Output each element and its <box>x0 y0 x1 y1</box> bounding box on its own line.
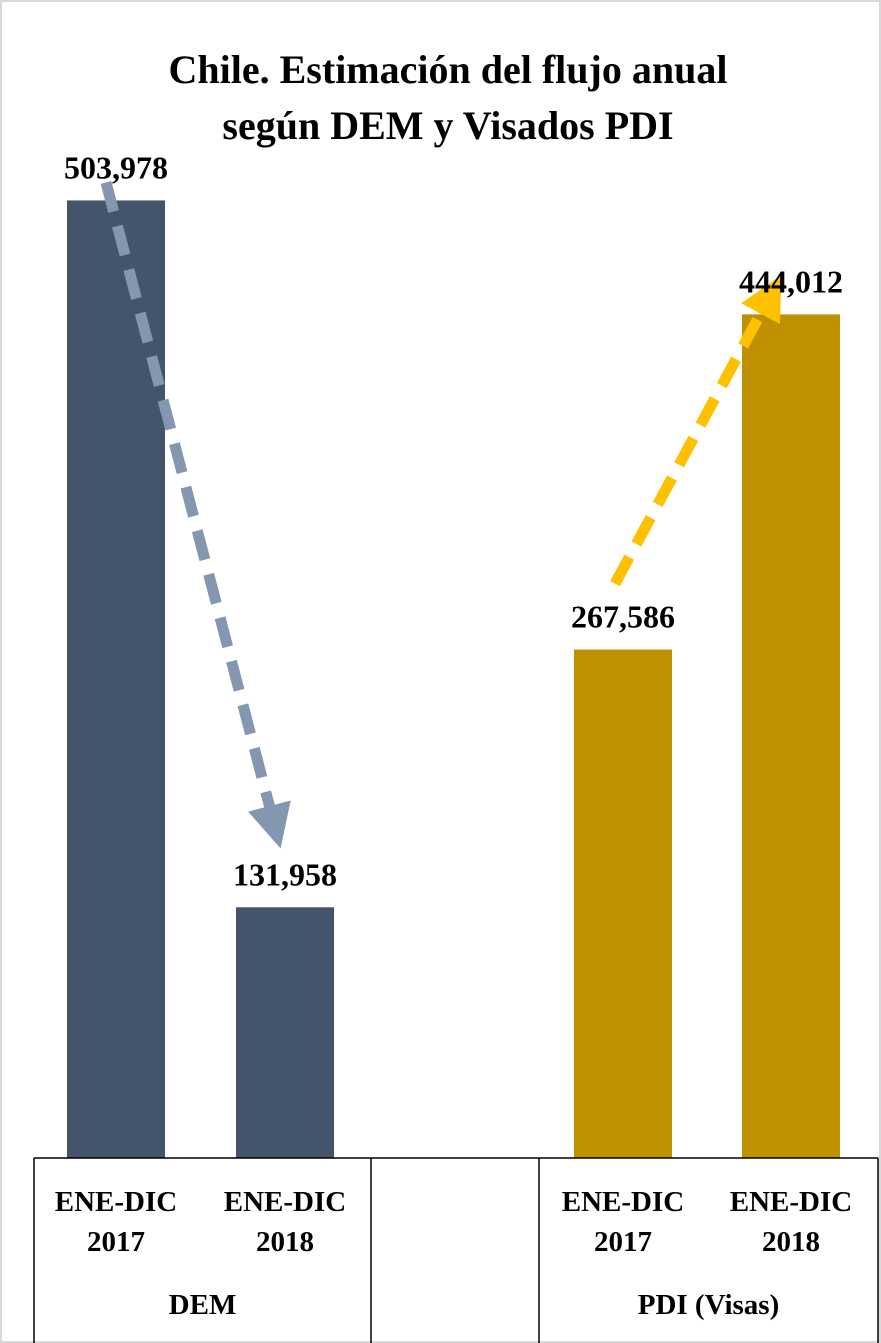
group-label-pdi: PDI (Visas) <box>638 1289 780 1321</box>
tick-label-line-2: 2018 <box>762 1226 820 1258</box>
chart-title-line-1: Chile. Estimación del flujo anual <box>169 47 728 92</box>
trend-arrow-dem <box>100 181 291 849</box>
value-label-dem-2018: 131,958 <box>233 856 337 892</box>
bars-layer <box>67 200 840 1159</box>
group-labels: DEM PDI (Visas) <box>169 1289 780 1321</box>
value-label-dem-2017: 503,978 <box>64 149 168 185</box>
tick-label-line-1: ENE-DIC <box>730 1186 852 1218</box>
bar-dem-2018 <box>236 907 334 1158</box>
bar-dem-2017 <box>67 200 165 1159</box>
bar-pdi-2018 <box>742 314 840 1158</box>
trend-arrows <box>100 181 782 849</box>
value-label-pdi-2018: 444,012 <box>739 263 843 299</box>
value-labels: 503,978 131,958 267,586 444,012 <box>64 149 843 892</box>
trend-arrow-pdi <box>610 275 782 587</box>
tick-label-line-2: 2018 <box>256 1226 314 1258</box>
tick-label-line-1: ENE-DIC <box>562 1186 684 1218</box>
tick-label-line-2: 2017 <box>594 1226 652 1258</box>
tick-label-line-1: ENE-DIC <box>224 1186 346 1218</box>
tick-label-line-2: 2017 <box>87 1226 145 1258</box>
value-label-pdi-2017: 267,586 <box>571 599 675 635</box>
bar-pdi-2017 <box>574 649 672 1158</box>
group-label-dem: DEM <box>169 1289 237 1321</box>
tick-labels: ENE-DIC 2017 ENE-DIC 2018 ENE-DIC 2017 ENE-DIC… <box>55 1186 852 1258</box>
chart-title-line-2: según DEM y Visados PDI <box>222 103 673 148</box>
category-axis <box>33 1157 879 1343</box>
tick-label-line-1: ENE-DIC <box>55 1186 177 1218</box>
